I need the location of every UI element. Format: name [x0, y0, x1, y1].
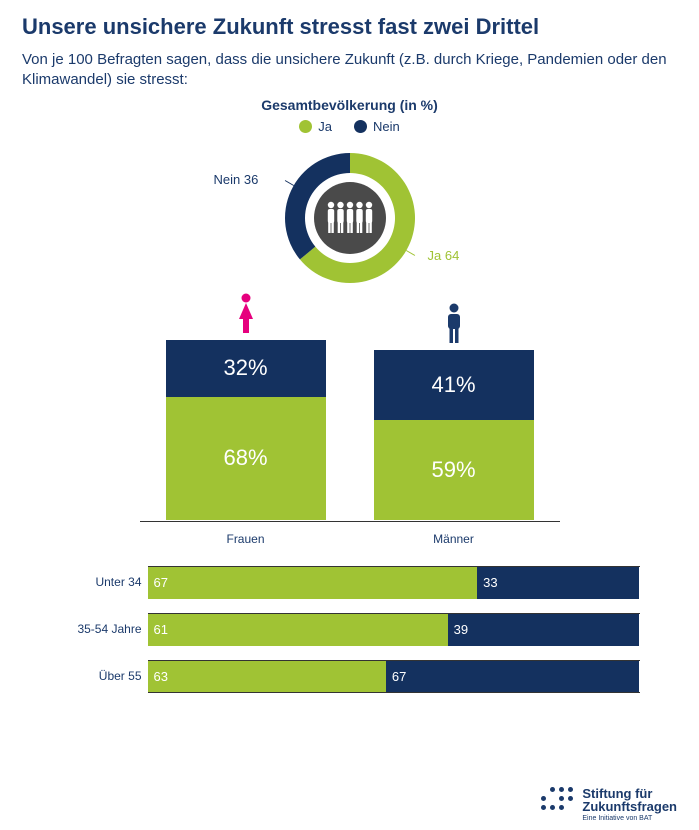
donut-title: Gesamtbevölkerung (in %): [22, 97, 677, 113]
age-seg-yes: 63: [148, 661, 386, 692]
gender-chart: 32% 68% 41% 59% Frauen Männer: [130, 306, 570, 546]
age-bar: 6367: [148, 660, 640, 693]
bar-male-no: 41%: [374, 350, 534, 419]
age-seg-no: 67: [386, 661, 640, 692]
legend-no: Nein: [354, 119, 400, 134]
age-seg-yes: 67: [148, 567, 478, 599]
bar-male: 41% 59%: [374, 350, 534, 519]
age-bar: 6733: [148, 566, 640, 599]
age-row-label: Unter 34: [60, 575, 148, 589]
legend-yes-label: Ja: [318, 119, 332, 134]
chart-title: Unsere unsichere Zukunft stresst fast zw…: [22, 14, 677, 40]
swatch-no-icon: [354, 120, 367, 133]
age-chart: Unter 34673335-54 Jahre6139Über 556367: [60, 566, 640, 693]
age-row: Unter 346733: [60, 566, 640, 599]
age-row: 35-54 Jahre6139: [60, 613, 640, 646]
swatch-yes-icon: [299, 120, 312, 133]
donut-no-label: Nein 36: [214, 172, 259, 187]
donut-chart: Gesamtbevölkerung (in %) Ja Nein Nein 36…: [22, 97, 677, 298]
age-row-label: 35-54 Jahre: [60, 622, 148, 636]
legend-no-label: Nein: [373, 119, 400, 134]
age-row: Über 556367: [60, 660, 640, 693]
bar-male-yes: 59%: [374, 420, 534, 520]
female-icon: [166, 293, 326, 340]
footer-logo: Stiftung für Zukunftsfragen Eine Initiat…: [541, 787, 677, 822]
legend-yes: Ja: [299, 119, 332, 134]
age-seg-yes: 61: [148, 614, 448, 646]
chart-subtitle: Von je 100 Befragten sagen, dass die uns…: [22, 50, 677, 91]
age-seg-no: 33: [477, 567, 639, 599]
bar-female-no: 32%: [166, 340, 326, 398]
footer-line2: Zukunftsfragen: [582, 800, 677, 813]
label-male: Männer: [374, 532, 534, 546]
gender-axis: [140, 521, 560, 522]
label-female: Frauen: [166, 532, 326, 546]
bar-female: 32% 68%: [166, 340, 326, 520]
age-bar: 6139: [148, 613, 640, 646]
bar-female-yes: 68%: [166, 397, 326, 519]
age-seg-no: 39: [448, 614, 640, 646]
age-row-label: Über 55: [60, 669, 148, 683]
footer-line3: Eine Initiative von BAT: [582, 815, 677, 822]
donut-legend: Ja Nein: [22, 119, 677, 134]
donut-yes-label: Ja 64: [428, 248, 460, 263]
logo-dots-icon: [541, 787, 574, 811]
donut-svg: [275, 143, 425, 293]
male-icon: [374, 303, 534, 350]
